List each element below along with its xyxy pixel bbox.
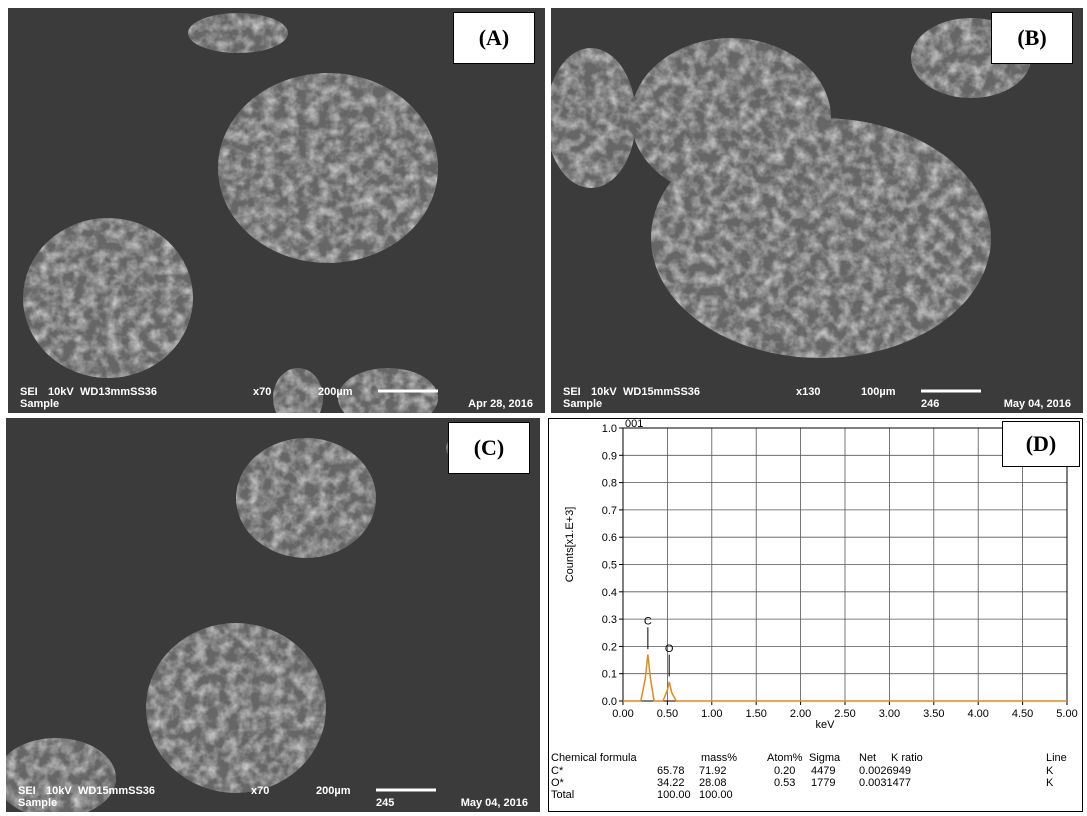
x-tick-label: 4.00: [967, 708, 988, 720]
table-cell: 1779: [811, 777, 835, 789]
x-tick-label: 4.50: [1012, 708, 1033, 720]
sem-info: SEI: [20, 386, 38, 398]
panel-label: (B): [991, 12, 1073, 64]
x-tick-label: 5.00: [1056, 708, 1077, 720]
table-cell: 100.00: [657, 789, 691, 801]
table-cell: 65.78: [657, 765, 685, 777]
panel-label: (C): [448, 422, 530, 474]
y-tick-label: 0.4: [602, 587, 617, 599]
y-axis-label: Counts[x1.E+3]: [564, 507, 576, 583]
table-header: Atom%: [767, 752, 803, 764]
sem-info: 10kV: [46, 785, 72, 797]
sem-info: WD13mmSS36: [80, 386, 157, 398]
sem-info: Sample: [563, 398, 602, 410]
particle-texture: [631, 38, 831, 198]
particle-texture: [236, 438, 376, 558]
sem-info: 200µm: [316, 785, 351, 797]
table-cell: 34.22: [657, 777, 685, 789]
table-header: mass%: [701, 752, 737, 764]
sem-info: 200µm: [318, 386, 353, 398]
x-tick-label: 2.50: [834, 708, 855, 720]
sem-info: 245: [376, 797, 394, 809]
x-tick-label: 1.50: [745, 708, 766, 720]
table-header: Sigma: [809, 752, 841, 764]
sem-info: 10kV: [48, 386, 74, 398]
particle-texture: [146, 623, 326, 793]
table-header: Net: [859, 752, 876, 764]
table-cell: Total: [551, 789, 574, 801]
sem-info: Sample: [18, 797, 57, 809]
table-cell: O*: [551, 777, 565, 789]
panel: SEI 10kV WD15mmSS36 x70 200µm 245 May 04, 2016…: [6, 418, 540, 812]
peak-label: C: [644, 616, 652, 628]
table-cell: K: [1046, 777, 1054, 789]
sem-image: SEI 10kV WD13mmSS36 x70 200µm Apr 28, 2016 Sam…: [8, 8, 545, 413]
table-cell: 0.0031477: [859, 777, 911, 789]
y-tick-label: 0.7: [602, 505, 617, 517]
x-axis-label: keV: [816, 719, 836, 731]
y-tick-label: 0.6: [602, 532, 617, 544]
y-tick-label: 0.2: [602, 641, 617, 653]
sem-info: x70: [251, 785, 269, 797]
table-cell: 0.53: [774, 777, 795, 789]
table-cell: 28.08: [699, 777, 727, 789]
table-cell: 71.92: [699, 765, 727, 777]
y-tick-label: 0.9: [602, 450, 617, 462]
y-tick-label: 0.3: [602, 614, 617, 626]
table-cell: 0.20: [774, 765, 795, 777]
sem-info: WD15mmSS36: [623, 386, 700, 398]
x-tick-label: 3.00: [879, 708, 900, 720]
panel-label: (A): [453, 12, 535, 64]
sem-info: Sample: [20, 398, 59, 410]
sem-info: x70: [253, 386, 271, 398]
sem-info: 10kV: [591, 386, 617, 398]
table-header: K ratio: [891, 752, 923, 764]
table-header: Line: [1046, 752, 1067, 764]
x-tick-label: 0.50: [657, 708, 678, 720]
sem-info: 246: [921, 398, 939, 410]
sem-info: Apr 28, 2016: [468, 398, 533, 410]
x-tick-label: 3.50: [923, 708, 944, 720]
particle-texture: [218, 73, 438, 263]
x-tick-label: 2.00: [790, 708, 811, 720]
sem-image: SEI 10kV WD15mmSS36 x130 100µm 246 May 04, 201…: [551, 8, 1083, 413]
sem-info: x130: [796, 386, 820, 398]
y-tick-label: 0.5: [602, 560, 617, 572]
sem-info: 100µm: [861, 386, 896, 398]
sem-image: SEI 10kV WD15mmSS36 x70 200µm 245 May 04, 2016…: [6, 418, 540, 812]
x-tick-label: 0.00: [612, 708, 633, 720]
peak-label: O: [665, 643, 674, 655]
table-cell: 100.00: [699, 789, 733, 801]
sem-info: SEI: [563, 386, 581, 398]
particle-texture: [23, 218, 193, 378]
table-cell: K: [1046, 765, 1054, 777]
sem-info: May 04, 2016: [461, 797, 528, 809]
particle-texture: [188, 13, 288, 53]
table-header: Chemical formula: [551, 752, 637, 764]
y-tick-label: 1.0: [602, 423, 617, 435]
table-cell: 0.0026949: [859, 765, 911, 777]
figure: SEI 10kV WD13mmSS36 x70 200µm Apr 28, 2016 Sam…: [0, 0, 1087, 816]
panel: SEI 10kV WD15mmSS36 x130 100µm 246 May 04, 201…: [551, 8, 1083, 413]
sem-info: SEI: [18, 785, 36, 797]
eds-chart: 0.0 0.1 0.2 0.3 0.4 0.5 0.6 0.7 0.8 0.9 1.0 0.00 0.5…: [549, 419, 1082, 811]
sem-info: WD15mmSS36: [78, 785, 155, 797]
panel: SEI 10kV WD13mmSS36 x70 200µm Apr 28, 2016 Sam…: [8, 8, 545, 413]
y-tick-label: 0.0: [602, 696, 617, 708]
sem-info: May 04, 2016: [1004, 398, 1071, 410]
y-tick-label: 0.8: [602, 478, 617, 490]
y-tick-label: 0.1: [602, 669, 617, 681]
panel-label: (D): [1002, 421, 1080, 467]
table-cell: C*: [551, 765, 564, 777]
table-cell: 4479: [811, 765, 835, 777]
chart-title: 001: [625, 419, 643, 430]
panel: 0.0 0.1 0.2 0.3 0.4 0.5 0.6 0.7 0.8 0.9 1.0 0.00 0.5…: [548, 418, 1083, 812]
x-tick-label: 1.00: [701, 708, 722, 720]
